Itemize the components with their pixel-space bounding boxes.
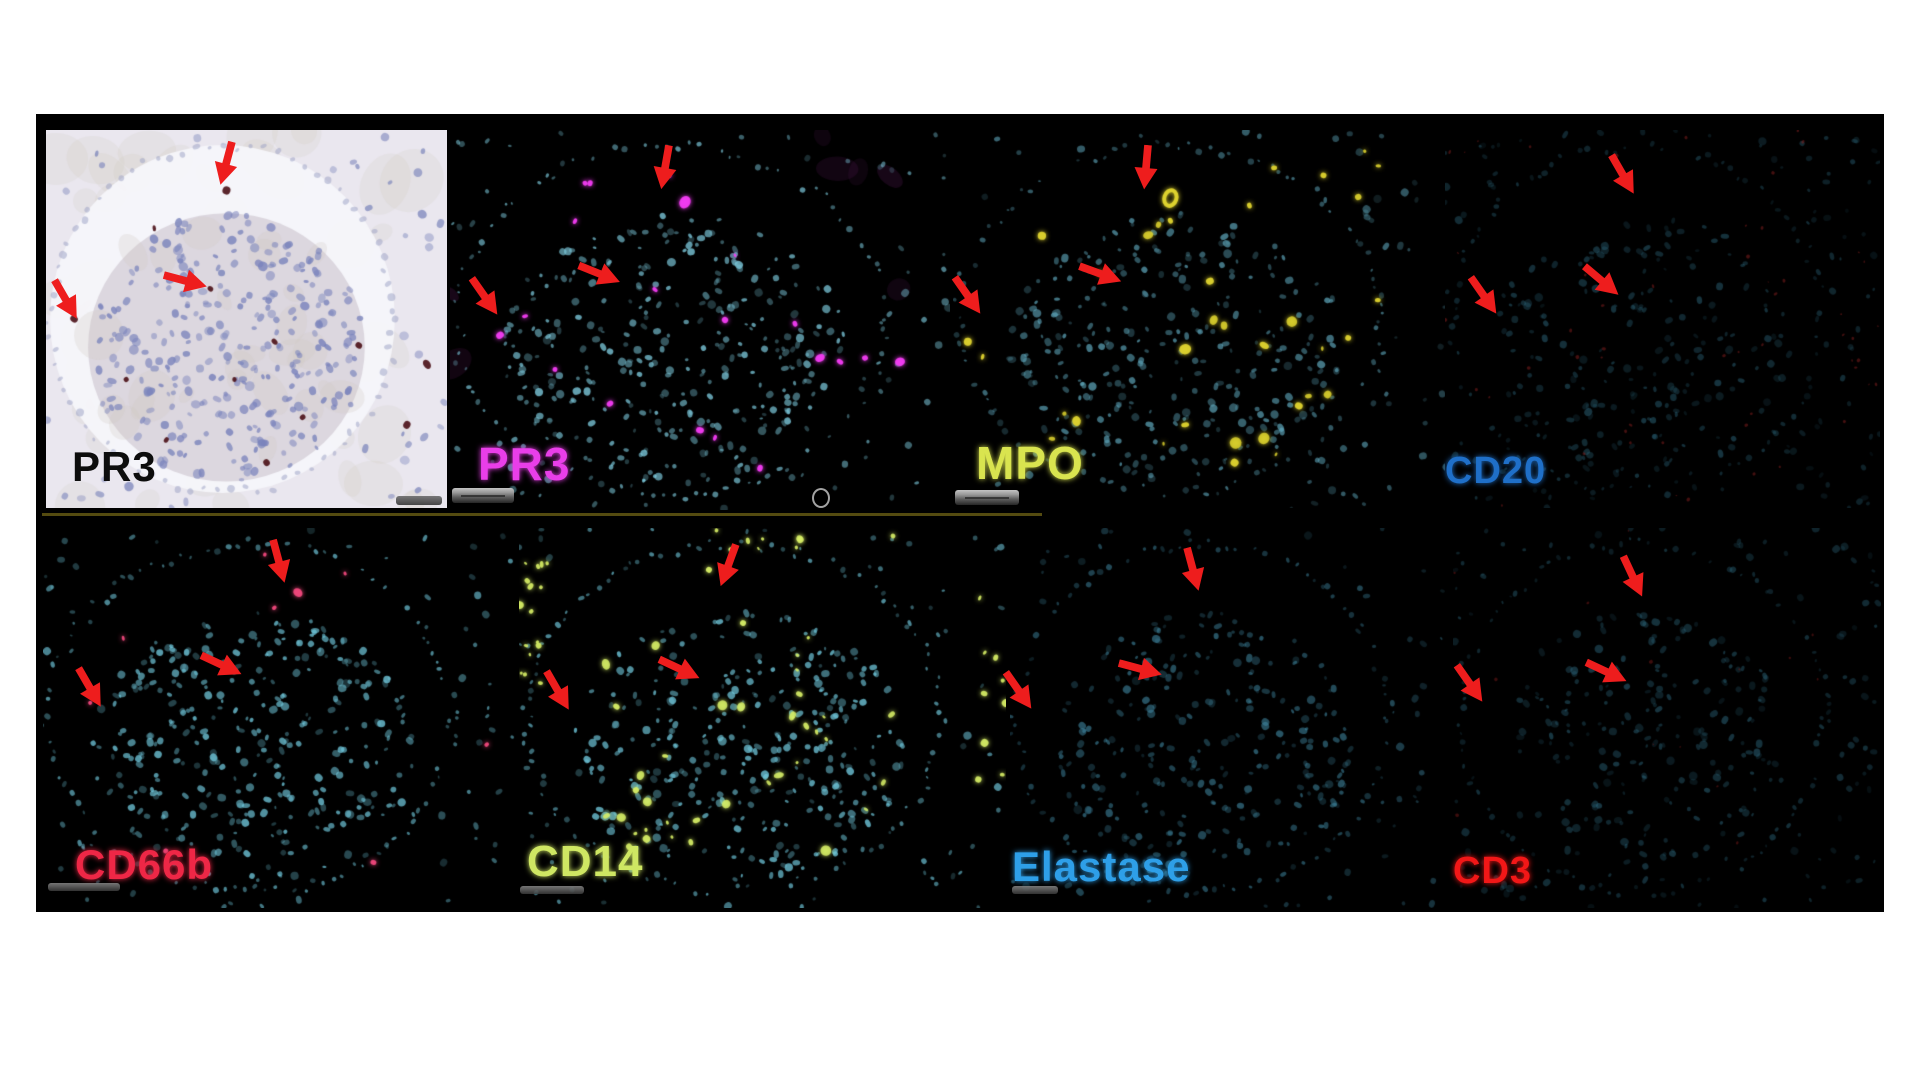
- panel-label-pr3-ihc: PR3: [72, 443, 157, 490]
- panel-cd14: CD14: [519, 528, 1006, 908]
- annotation-arrow: [1130, 144, 1162, 192]
- panel-label-elastase: Elastase: [1012, 843, 1191, 890]
- scale-bar: [396, 496, 442, 505]
- annotation-arrow: [161, 262, 213, 301]
- annotation-arrow: [707, 540, 749, 593]
- panel-mpo: MPO: [951, 130, 1447, 508]
- annotation-arrow: [653, 646, 707, 691]
- annotation-arrow: [260, 536, 299, 588]
- ring-annotation: [812, 488, 830, 508]
- scale-bar: [955, 490, 1019, 505]
- panel-pr3-brightfield: PR3: [46, 130, 447, 508]
- panel-cd3: CD3: [1453, 528, 1881, 908]
- scale-bar: [452, 488, 514, 503]
- row-divider-line: [42, 513, 1042, 516]
- annotation-arrow: [196, 642, 250, 687]
- panel-label-cd3: CD3: [1453, 850, 1533, 892]
- annotation-arrow: [1445, 657, 1494, 711]
- micrograph-cd3: [1453, 528, 1881, 908]
- annotation-arrow: [994, 665, 1043, 719]
- scale-bar: [520, 886, 584, 894]
- panel-label-mpo: MPO: [976, 437, 1084, 489]
- panel-label-pr3: PR3: [478, 438, 571, 490]
- annotation-arrow: [460, 270, 509, 324]
- figure-panel-grid: PR3 PR3 MPO CD20 CD66b CD14 Elastase: [36, 114, 1884, 912]
- scale-bar: [48, 883, 120, 891]
- micrograph-pr3-fluorescence: [450, 130, 950, 510]
- annotation-arrow: [1580, 650, 1634, 695]
- annotation-arrow: [647, 143, 683, 193]
- scale-bar: [1012, 886, 1058, 894]
- annotation-arrow: [573, 253, 626, 296]
- micrograph-pr3-brightfield: [46, 130, 447, 508]
- annotation-arrow: [67, 661, 114, 715]
- annotation-arrow: [1610, 551, 1655, 605]
- annotation-arrow: [1173, 544, 1212, 596]
- annotation-arrow: [1575, 256, 1628, 307]
- micrograph-cd14: [519, 528, 1006, 908]
- annotation-arrow: [1459, 269, 1508, 323]
- annotation-arrow: [207, 138, 246, 190]
- micrograph-cd66b: [43, 528, 515, 908]
- micrograph-cd20: [1445, 130, 1880, 508]
- micrograph-elastase: [1010, 528, 1445, 908]
- annotation-arrow: [943, 269, 992, 323]
- panel-cd20: CD20: [1445, 130, 1880, 508]
- panel-label-cd14: CD14: [527, 837, 644, 886]
- annotation-arrow: [1600, 148, 1647, 202]
- panel-elastase: Elastase: [1002, 528, 1445, 908]
- panel-label-cd20: CD20: [1445, 450, 1547, 492]
- panel-pr3-fluorescence: PR3: [450, 130, 950, 510]
- panel-cd66b: CD66b: [43, 528, 515, 908]
- annotation-arrow: [1075, 253, 1128, 295]
- panel-label-cd66b: CD66b: [75, 841, 214, 888]
- annotation-arrow: [534, 664, 581, 718]
- annotation-arrow: [42, 273, 89, 327]
- annotation-arrow: [1115, 649, 1167, 688]
- micrograph-mpo: [953, 130, 1447, 508]
